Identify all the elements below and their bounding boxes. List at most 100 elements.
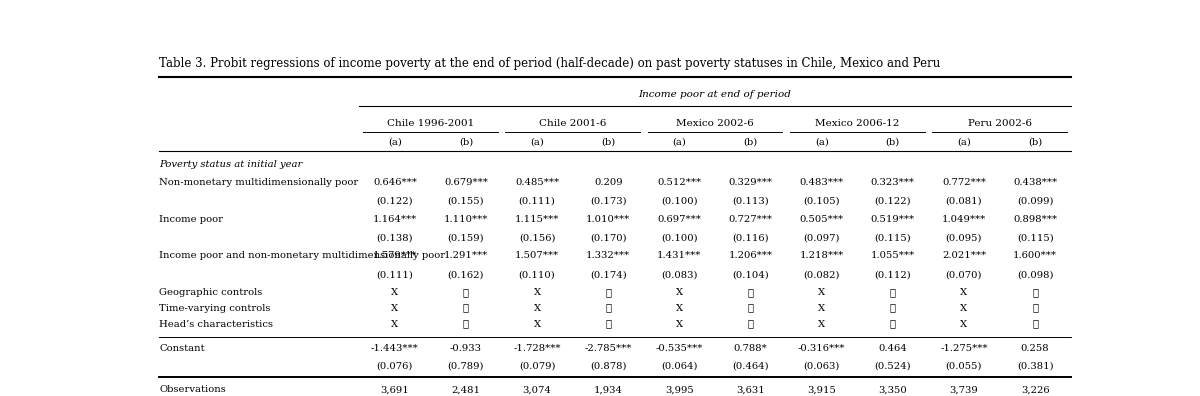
Text: Observations: Observations [160,385,226,394]
Text: (0.162): (0.162) [448,270,485,279]
Text: -0.535***: -0.535*** [655,344,703,353]
Text: (a): (a) [388,138,402,147]
Text: (0.105): (0.105) [803,197,840,206]
Text: (b): (b) [1028,138,1043,147]
Text: 0.512***: 0.512*** [658,178,702,187]
Text: 0.464: 0.464 [878,344,907,353]
Text: ✓: ✓ [1032,320,1038,329]
Text: (0.789): (0.789) [448,362,485,371]
Text: ✓: ✓ [1032,304,1038,313]
Text: (0.081): (0.081) [946,197,983,206]
Text: 0.898***: 0.898*** [1013,215,1057,224]
Text: 0.483***: 0.483*** [799,178,844,187]
Text: 3,995: 3,995 [665,385,694,394]
Text: (0.156): (0.156) [518,234,556,242]
Text: 1.600***: 1.600*** [1013,251,1057,260]
Text: -1.275***: -1.275*** [941,344,988,353]
Text: 0.505***: 0.505*** [799,215,844,224]
Text: (b): (b) [886,138,900,147]
Text: (0.063): (0.063) [804,362,840,371]
Text: X: X [391,288,398,297]
Text: (0.083): (0.083) [661,270,697,279]
Text: 0.519***: 0.519*** [871,215,914,224]
Text: Mexico 2006-12: Mexico 2006-12 [815,119,900,128]
Text: ✓: ✓ [890,288,896,297]
Text: (a): (a) [530,138,544,147]
Text: Non-monetary multidimensionally poor: Non-monetary multidimensionally poor [160,178,359,187]
Text: Head’s characteristics: Head’s characteristics [160,320,274,329]
Text: (0.138): (0.138) [377,234,413,242]
Text: 0.485***: 0.485*** [515,178,559,187]
Text: (0.082): (0.082) [804,270,840,279]
Text: 0.209: 0.209 [594,178,623,187]
Text: X: X [960,320,967,329]
Text: 1.332***: 1.332*** [586,251,630,260]
Text: (0.122): (0.122) [875,197,911,206]
Text: 1.110***: 1.110*** [444,215,488,224]
Text: 1.218***: 1.218*** [799,251,844,260]
Text: X: X [534,304,541,313]
Text: Income poor and non-monetary multidimensionally poor: Income poor and non-monetary multidimens… [160,251,445,260]
Text: (0.113): (0.113) [732,197,769,206]
Text: X: X [960,288,967,297]
Text: Chile 2001-6: Chile 2001-6 [539,119,606,128]
Text: Constant: Constant [160,344,205,353]
Text: ✓: ✓ [605,304,611,313]
Text: Poverty status at initial year: Poverty status at initial year [160,160,302,169]
Text: (0.173): (0.173) [590,197,626,206]
Text: 3,226: 3,226 [1021,385,1050,394]
Text: 1.579***: 1.579*** [373,251,416,260]
Text: (0.064): (0.064) [661,362,697,371]
Text: ✓: ✓ [748,304,754,313]
Text: Time-varying controls: Time-varying controls [160,304,271,313]
Text: 1.010***: 1.010*** [586,215,630,224]
Text: (0.055): (0.055) [946,362,983,371]
Text: X: X [818,320,826,329]
Text: ✓: ✓ [890,320,896,329]
Text: ✓: ✓ [463,288,469,297]
Text: 0.646***: 0.646*** [373,178,416,187]
Text: X: X [960,304,967,313]
Text: Geographic controls: Geographic controls [160,288,263,297]
Text: Peru 2002-6: Peru 2002-6 [967,119,1032,128]
Text: X: X [534,320,541,329]
Text: ✓: ✓ [463,304,469,313]
Text: 0.323***: 0.323*** [871,178,914,187]
Text: Income poor at end of period: Income poor at end of period [638,90,792,99]
Text: X: X [676,320,683,329]
Text: ✓: ✓ [605,288,611,297]
Text: (0.110): (0.110) [518,270,556,279]
Text: 3,350: 3,350 [878,385,907,394]
Text: X: X [818,288,826,297]
Text: ✓: ✓ [748,288,754,297]
Text: 3,915: 3,915 [808,385,836,394]
Text: 3,691: 3,691 [380,385,409,394]
Text: (0.159): (0.159) [448,234,485,242]
Text: (0.116): (0.116) [732,234,769,242]
Text: (0.070): (0.070) [946,270,983,279]
Text: (b): (b) [744,138,757,147]
Text: (0.111): (0.111) [377,270,413,279]
Text: 0.788*: 0.788* [733,344,768,353]
Text: (a): (a) [958,138,971,147]
Text: X: X [818,304,826,313]
Text: (a): (a) [672,138,686,147]
Text: (0.100): (0.100) [661,234,697,242]
Text: (0.115): (0.115) [875,234,911,242]
Text: (b): (b) [458,138,473,147]
Text: ✓: ✓ [605,320,611,329]
Text: X: X [391,304,398,313]
Text: 2.021***: 2.021*** [942,251,986,260]
Text: ✓: ✓ [1032,288,1038,297]
Text: (0.170): (0.170) [590,234,626,242]
Text: (0.097): (0.097) [804,234,840,242]
Text: (0.100): (0.100) [661,197,697,206]
Text: Mexico 2002-6: Mexico 2002-6 [676,119,754,128]
Text: (0.111): (0.111) [518,197,556,206]
Text: 0.697***: 0.697*** [658,215,701,224]
Text: (b): (b) [601,138,616,147]
Text: -1.728***: -1.728*** [514,344,560,353]
Text: 1,934: 1,934 [594,385,623,394]
Text: (0.122): (0.122) [377,197,413,206]
Text: (0.524): (0.524) [875,362,911,371]
